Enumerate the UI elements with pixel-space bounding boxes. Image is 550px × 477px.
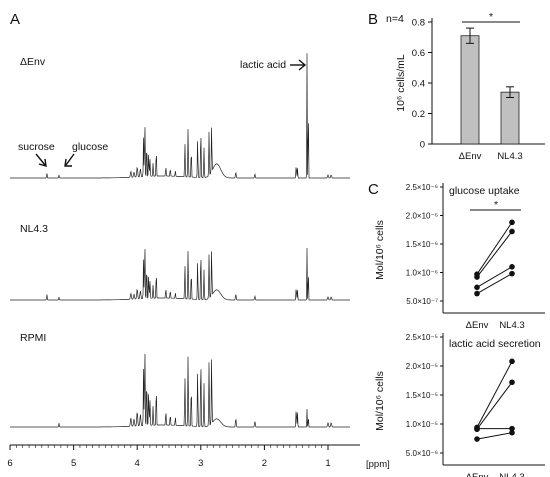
nmr-x-tick-label: 5	[71, 458, 76, 469]
line-series-1	[476, 381, 513, 430]
line-y-tick-label: 1.5×10⁻⁶	[406, 240, 438, 249]
line-category-label: ΔEnv	[466, 472, 489, 477]
line-point	[474, 425, 480, 432]
line-point	[474, 436, 480, 442]
line-series-3	[476, 432, 513, 440]
lactic-acid-secretion-chart: 5.0×10⁻⁶ 1.0×10⁻⁵ 1.5×10⁻⁵ 2.0×10⁻⁵ 2.5×10⁻⁵…	[374, 333, 545, 477]
line-point	[509, 219, 515, 226]
line-y-tick-label: 2.5×10⁻⁵	[406, 333, 438, 342]
nmr-x-tick-label: 3	[198, 458, 203, 469]
spectrum-label-denv: ΔEnv	[20, 56, 46, 68]
line-category-label: NL4.3	[499, 472, 524, 477]
line-point	[509, 379, 515, 386]
line-y-tick-label: 2.5×10⁻⁶	[406, 183, 438, 192]
bar-category-label: ΔEnv	[459, 151, 482, 162]
bar-annotation-n: n=4	[386, 13, 404, 25]
line-point	[509, 228, 515, 235]
bar-y-tick-label: 0	[420, 140, 425, 151]
line-y-tick-label: 1.5×10⁻⁵	[406, 391, 438, 400]
line-y-tick-label: 2.0×10⁻⁵	[406, 362, 438, 371]
line-point	[509, 425, 515, 432]
line-y-tick-label: 5.0×10⁻⁶	[406, 449, 438, 458]
line-y-axis-label: Mol/10⁶ cells	[374, 220, 386, 280]
nmr-spectra	[10, 53, 350, 428]
line-y-tick-label: 1.0×10⁻⁶	[406, 269, 438, 278]
panel-letter-b: B	[368, 11, 378, 28]
line-point	[474, 290, 480, 297]
line-series-0	[476, 222, 513, 275]
line-point	[509, 264, 515, 270]
bar-y-tick-label: 0.6	[412, 48, 425, 59]
bar-chart: 0 0.2 0.4 0.6 0.8 10⁶ cells/mL ΔEnv NL4.3 *	[395, 11, 545, 162]
line-point	[474, 274, 480, 280]
line-category-label: ΔEnv	[466, 320, 489, 331]
bar-y-tick-label: 0.8	[412, 18, 425, 29]
glucose-uptake-chart: 5.0×10⁻⁷ 1.0×10⁻⁶ 1.5×10⁻⁶ 2.0×10⁻⁶ 2.5×10⁻⁶…	[374, 183, 545, 331]
bar-y-tick-label: 0.2	[412, 109, 425, 120]
nmr-x-tick-label: 6	[7, 458, 12, 469]
line-y-tick-label: 2.0×10⁻⁶	[406, 212, 438, 221]
nmr-x-tick-label: 2	[262, 458, 267, 469]
arrow-down-left-icon	[64, 153, 75, 167]
arrow-right-icon	[290, 59, 307, 71]
line-point	[509, 429, 515, 436]
nmr-x-tick-label: 4	[135, 458, 140, 469]
spectrum-label-nl43: NL4.3	[20, 223, 48, 235]
line-series-0	[476, 361, 513, 428]
annotation-glucose: glucose	[72, 141, 108, 153]
line-y-tick-label: 5.0×10⁻⁷	[406, 297, 438, 306]
line-point	[474, 284, 480, 291]
line-chart-title: lactic acid secretion	[449, 338, 541, 350]
line-series-3	[476, 273, 513, 295]
line-series-1	[476, 231, 513, 278]
bar-category-label: NL4.3	[497, 151, 522, 162]
line-y-axis-label: Mol/10⁶ cells	[374, 371, 386, 431]
panel-letter-c: C	[368, 181, 379, 198]
bar-1	[500, 91, 520, 145]
line-series-2	[476, 266, 513, 288]
arrow-down-right-icon	[35, 153, 47, 167]
bar-0	[460, 35, 480, 145]
nmr-trace-2	[10, 353, 350, 428]
line-chart-title: glucose uptake	[449, 185, 520, 197]
bar-y-tick-label: 0.4	[412, 79, 425, 90]
nmr-x-tick-label: 1	[325, 458, 330, 469]
line-point	[509, 270, 515, 277]
annotation-sucrose: sucrose	[18, 141, 55, 153]
spectrum-label-rpmi: RPMI	[20, 332, 46, 344]
bar-y-axis-label: 10⁶ cells/mL	[395, 54, 407, 112]
nmr-x-axis: 6 5 4 3 2 1 [ppm]	[7, 444, 390, 470]
line-category-label: NL4.3	[499, 320, 524, 331]
nmr-x-ticks: 6 5 4 3 2 1	[7, 445, 331, 469]
panel-letter-a: A	[10, 11, 20, 28]
nmr-x-unit: [ppm]	[366, 459, 390, 470]
annotation-lactic-acid: lactic acid	[240, 59, 286, 71]
line-point	[509, 358, 515, 365]
nmr-trace-0	[10, 53, 350, 179]
nmr-trace-1	[10, 248, 350, 301]
bar-significance-marker: *	[489, 11, 493, 23]
line-y-tick-label: 1.0×10⁻⁵	[406, 420, 438, 429]
line-significance-marker: *	[494, 199, 498, 211]
